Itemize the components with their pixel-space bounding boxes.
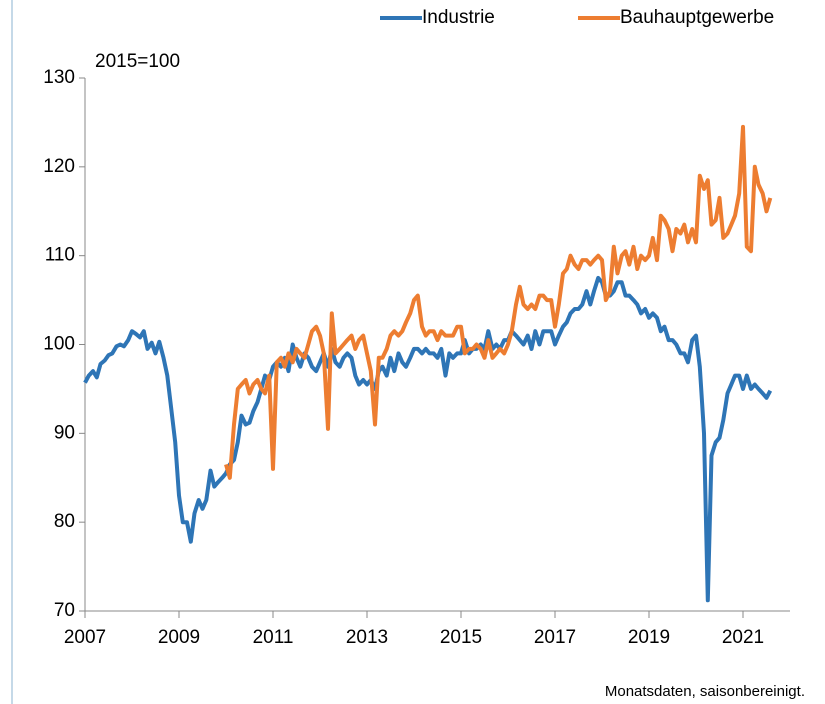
y-tick-label: 130: [43, 67, 75, 88]
annotation: 2015=100: [95, 51, 180, 72]
x-tick-label: 2021: [722, 627, 764, 648]
x-tick-label: 2011: [253, 627, 294, 648]
y-tick-label: 80: [54, 511, 75, 532]
y-tick-label: 100: [43, 334, 75, 355]
x-tick-label: 2009: [158, 627, 200, 648]
x-tick-label: 2017: [534, 627, 576, 648]
x-tick-label: 2007: [64, 627, 106, 648]
x-tick-label: 2019: [628, 627, 670, 648]
legend-label: Bauhauptgewerbe: [620, 7, 774, 28]
y-tick-label: 70: [54, 600, 75, 621]
x-tick-label: 2015: [440, 627, 482, 648]
data-line: [83, 275, 773, 603]
legend-label: Industrie: [422, 7, 495, 28]
y-tick-label: 90: [54, 422, 75, 443]
footnote: Monatsdaten, saisonbereinigt.: [605, 683, 805, 700]
data-line: [224, 124, 773, 480]
y-tick-label: 110: [45, 245, 75, 266]
y-tick-label: 120: [43, 156, 75, 177]
x-tick-label: 2013: [346, 627, 388, 648]
